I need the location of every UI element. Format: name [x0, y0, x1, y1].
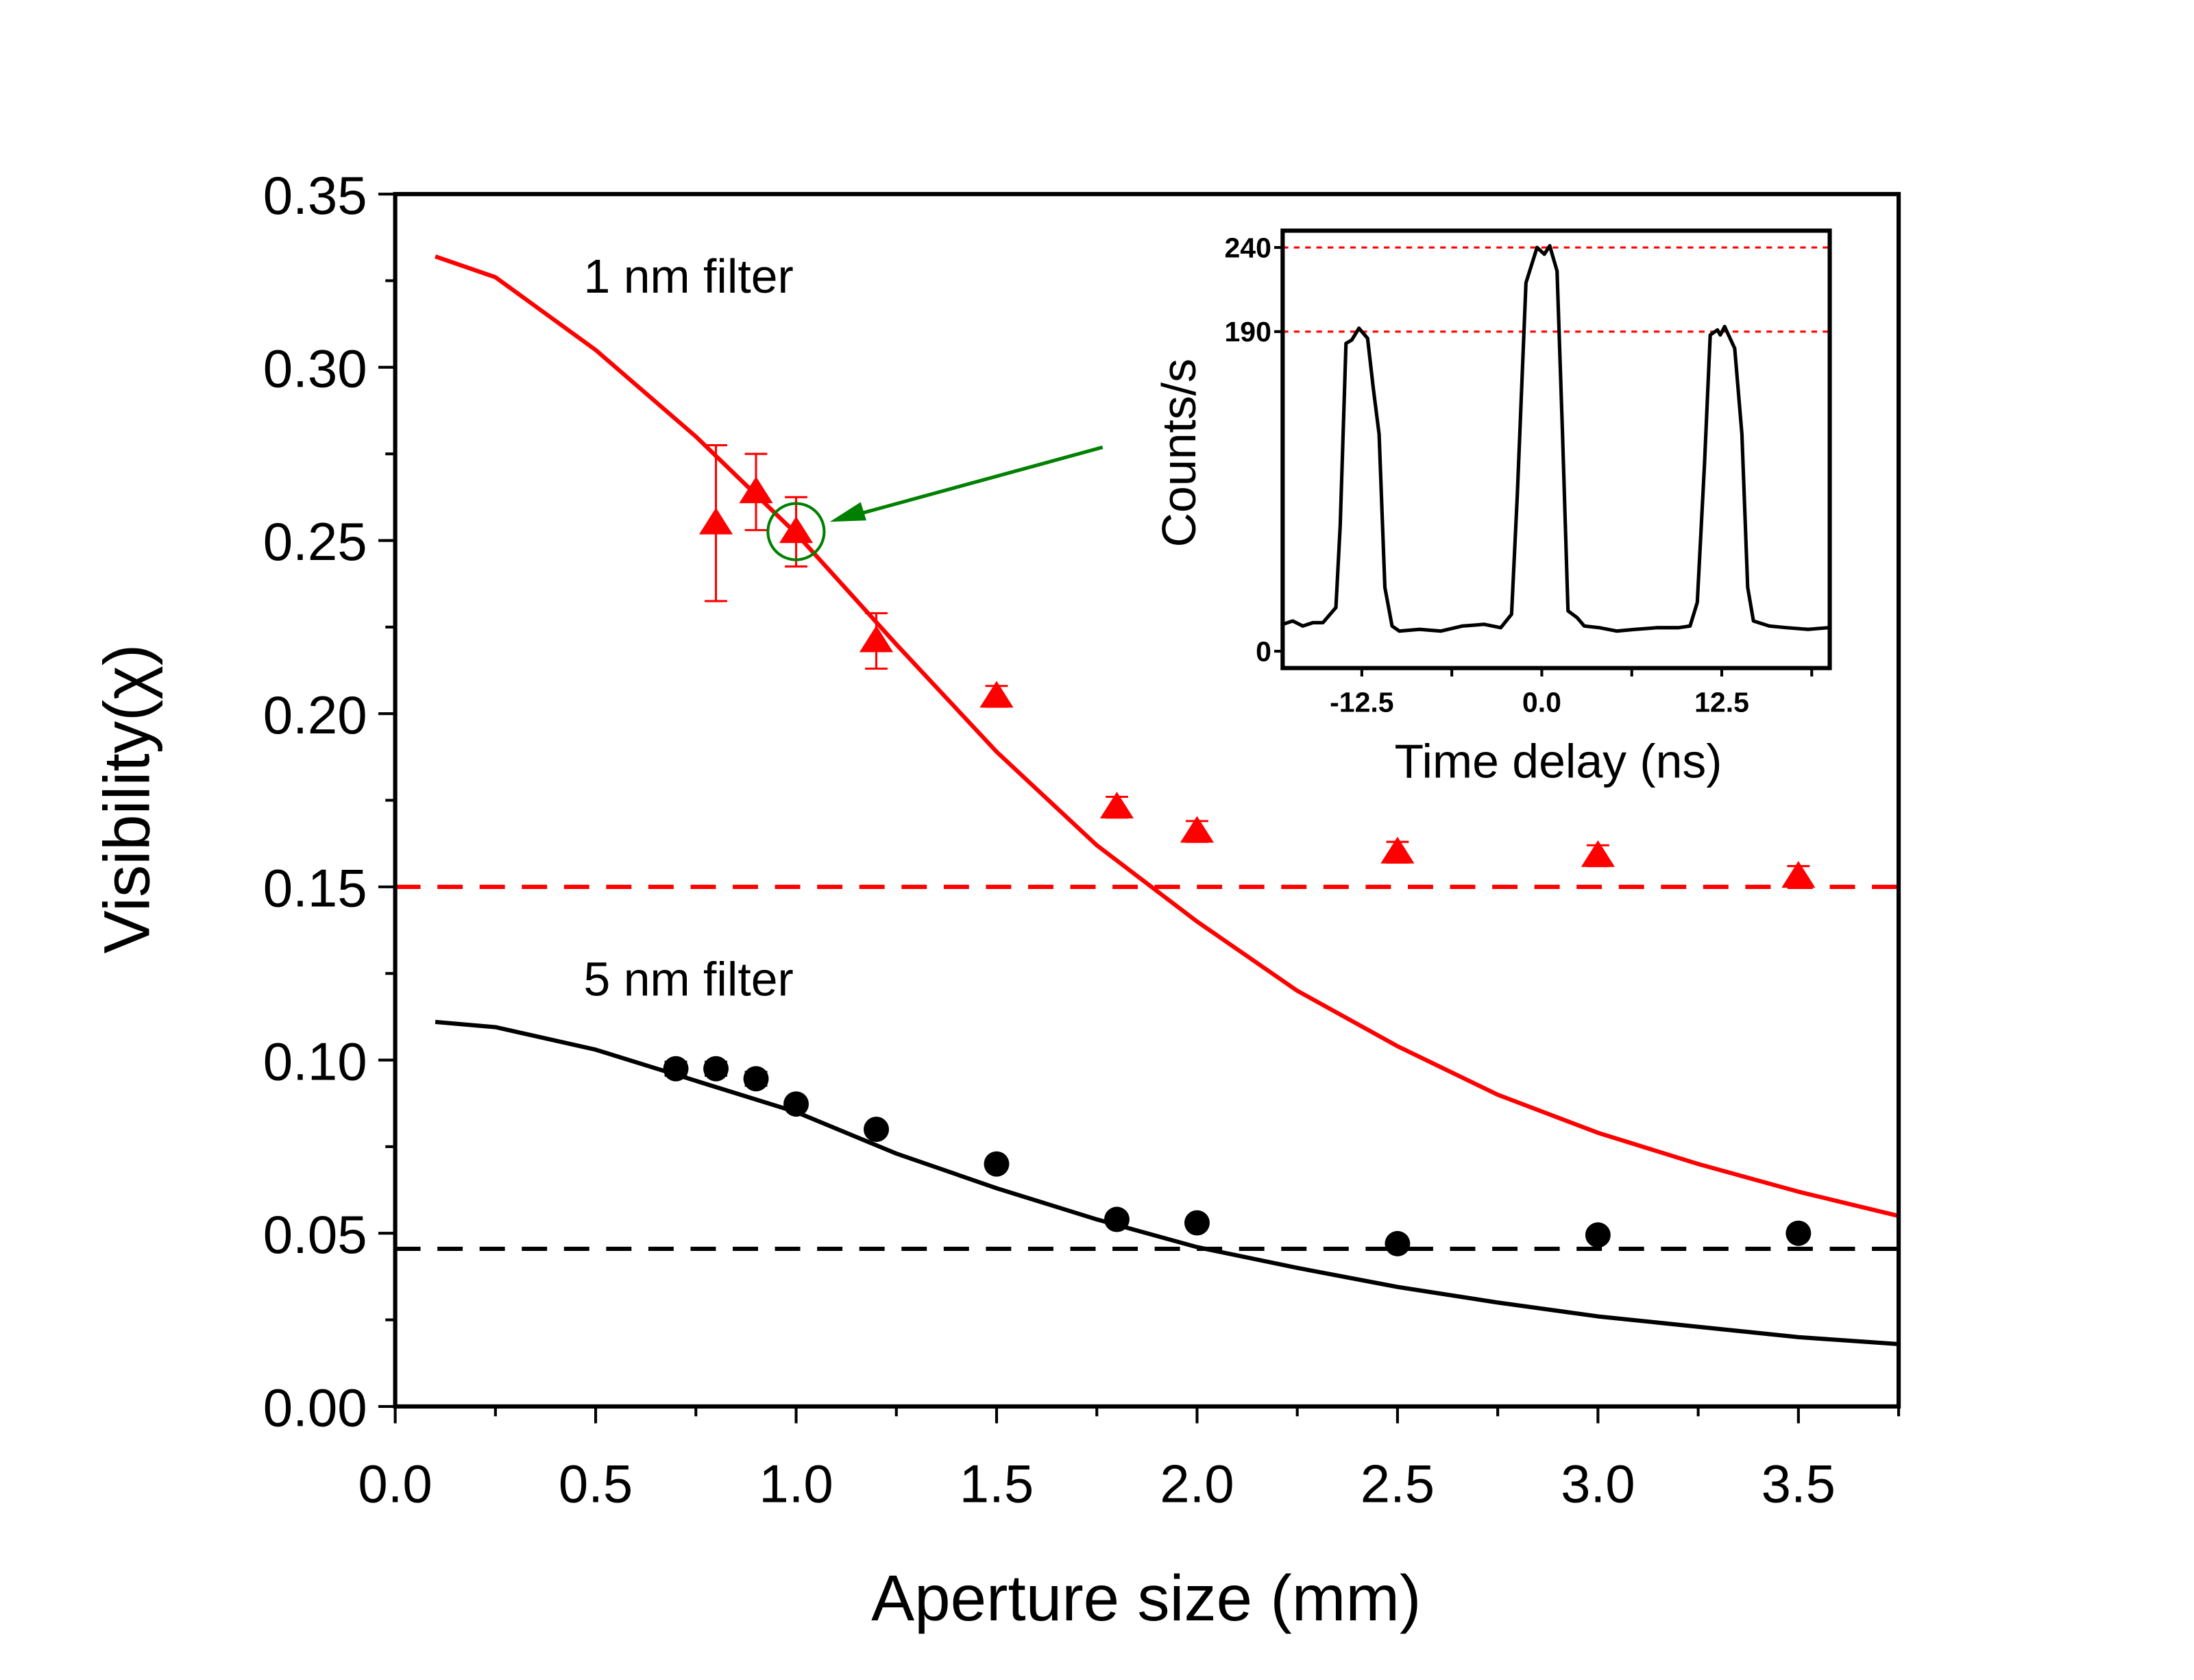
data-point-triangle: [1581, 840, 1616, 867]
y-tick-label: 0.20: [263, 685, 367, 745]
data-point-circle: [783, 1091, 809, 1117]
annotation-1nm-filter: 1 nm filter: [584, 249, 794, 303]
fit-curve-2: [435, 254, 1899, 1218]
x-tick-label: 1.0: [759, 1453, 833, 1513]
data-point-circle: [1385, 1230, 1411, 1256]
data-point-triangle: [1781, 861, 1816, 888]
inset-x-axis-label: Time delay (ns): [1395, 735, 1722, 788]
main-plot: 0.0 0.5 1.0 1.5 2.0 2.5 3.0 3.50.000.050.100.15…: [92, 165, 1901, 1635]
inset-y-tick-label: 240: [1224, 232, 1271, 263]
data-point-triangle: [859, 625, 894, 653]
data-point-circle: [663, 1056, 689, 1082]
x-tick-label: 0.5: [559, 1453, 633, 1513]
y-tick-label: 0.15: [263, 858, 367, 918]
y-tick-label: 0.25: [263, 511, 367, 572]
data-point-triangle: [1180, 816, 1215, 843]
x-tick-label: 2.0: [1160, 1453, 1234, 1513]
y-tick-label: 0.00: [263, 1378, 367, 1438]
inset-y-axis-label: Counts/s: [1152, 358, 1206, 547]
x-tick-label: 3.0: [1561, 1453, 1635, 1513]
data-point-circle: [864, 1117, 889, 1143]
x-tick-label: 1.5: [960, 1453, 1034, 1513]
data-point-triangle: [698, 507, 733, 535]
data-point-triangle: [979, 681, 1014, 708]
y-tick-label: 0.35: [263, 165, 367, 226]
data-point-circle: [1785, 1220, 1812, 1246]
inset-y-tick-label: 190: [1224, 316, 1271, 348]
fit-curve-3: [435, 1019, 1899, 1347]
x-tick-label: 0.0: [358, 1453, 432, 1513]
data-point-triangle: [1380, 836, 1415, 864]
inset-x-tick-label: 12.5: [1694, 686, 1749, 718]
data-point-circle: [743, 1066, 769, 1092]
data-point-circle: [1104, 1206, 1130, 1232]
y-tick-label: 0.05: [263, 1204, 367, 1265]
inset-plot: -12.5 0.0 12.5 0 190 240 Time delay (ns) Coun…: [1152, 228, 1832, 788]
x-tick-label: 3.5: [1762, 1453, 1836, 1513]
y-tick-label: 0.30: [263, 339, 367, 399]
y-tick-label: 0.10: [263, 1031, 367, 1091]
highlight-arrow-head: [829, 502, 866, 522]
data-point-triangle: [1099, 792, 1134, 819]
inset-frame: [1280, 228, 1832, 670]
x-axis-label: Aperture size (mm): [871, 1563, 1421, 1635]
data-point-circle: [984, 1151, 1010, 1177]
inset-y-tick-label: 0: [1256, 635, 1271, 667]
data-point-circle: [703, 1056, 729, 1082]
annotation-5nm-filter: 5 nm filter: [584, 953, 794, 1006]
highlight-arrow-shaft: [850, 446, 1104, 518]
data-point-triangle: [739, 476, 773, 504]
data-point-circle: [1184, 1210, 1210, 1236]
data-point-triangle: [779, 516, 814, 544]
inset-trace: [1282, 244, 1829, 633]
highlight-circle: [766, 502, 826, 561]
data-point-circle: [1585, 1222, 1611, 1248]
inset-x-tick-label: 0.0: [1522, 686, 1561, 718]
x-tick-label: 2.5: [1361, 1453, 1435, 1513]
y-axis-label: Visibility(χ): [92, 644, 164, 954]
inset-x-tick-label: -12.5: [1330, 686, 1394, 718]
